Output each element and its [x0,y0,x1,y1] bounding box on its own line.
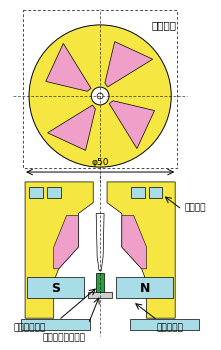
Text: セラミック軸: セラミック軸 [13,323,46,332]
Text: ポリエチレン受け: ポリエチレン受け [43,334,86,342]
Polygon shape [46,43,91,91]
Text: N: N [139,282,150,295]
Text: S: S [51,282,60,295]
Polygon shape [122,216,147,269]
FancyBboxPatch shape [130,319,199,330]
Text: 磁気軸受: 磁気軸受 [184,203,206,212]
FancyBboxPatch shape [47,187,61,198]
FancyBboxPatch shape [149,187,162,198]
FancyBboxPatch shape [21,319,90,330]
Polygon shape [48,105,95,150]
Polygon shape [105,42,153,87]
Text: φ50: φ50 [91,158,109,167]
FancyBboxPatch shape [29,187,43,198]
Circle shape [29,25,171,167]
FancyBboxPatch shape [27,277,84,299]
Polygon shape [54,216,78,269]
Text: 駆動モータ: 駆動モータ [156,323,183,332]
Circle shape [97,93,103,99]
Polygon shape [109,101,154,149]
Polygon shape [96,214,104,271]
Polygon shape [25,182,93,318]
FancyBboxPatch shape [116,277,173,299]
FancyBboxPatch shape [131,187,145,198]
FancyBboxPatch shape [96,273,104,293]
FancyBboxPatch shape [88,292,112,299]
Circle shape [91,87,109,105]
Polygon shape [107,182,175,318]
Text: インペラ: インペラ [151,20,177,30]
